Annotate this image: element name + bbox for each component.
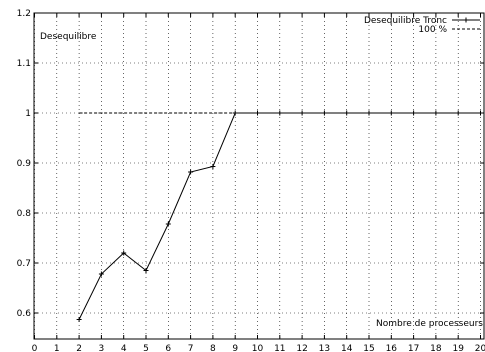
chart-annotation: Desequilibre: [40, 32, 97, 42]
legend-label: 100 %: [418, 25, 447, 35]
axis-ticks: 0 1 2 3 4 5 6 7 8 9 10 11 12 13 14 15 16 17 18 19 200.60.70.…: [17, 9, 485, 352]
x-tick-label: 18: [430, 344, 442, 352]
y-tick-label: 1: [25, 109, 31, 119]
x-tick-label: 14: [341, 344, 353, 352]
x-tick-label: 6: [165, 344, 171, 352]
y-tick-label: 0.9: [17, 159, 32, 169]
x-tick-label: 12: [296, 344, 307, 352]
y-tick-label: 0.7: [17, 259, 31, 269]
x-tick-label: 13: [319, 344, 330, 352]
data-point: [210, 164, 216, 169]
x-tick-label: 20: [475, 344, 485, 352]
x-tick-label: 2: [76, 344, 82, 352]
y-tick-label: 0.6: [17, 309, 32, 319]
x-tick-label: 10: [252, 344, 264, 352]
x-tick-label: 17: [408, 344, 419, 352]
x-tick-label: 0: [32, 344, 38, 352]
legend-label: Desequilibre Tronc: [364, 16, 447, 26]
x-tick-label: 1: [54, 344, 60, 352]
data-point: [76, 317, 82, 322]
grid: [34, 12, 484, 339]
data-point: [165, 221, 171, 227]
data-point: [143, 268, 149, 273]
x-tick-label: 19: [452, 344, 464, 352]
x-tick-label: 9: [232, 344, 238, 352]
x-tick-label: 3: [99, 344, 105, 352]
x-tick-label: 15: [363, 344, 374, 352]
data-point: [98, 271, 104, 277]
plot-frame: [33, 12, 485, 340]
data-point: [121, 250, 127, 256]
series: [76, 110, 483, 322]
y-tick-label: 1.2: [17, 9, 31, 19]
x-tick-label: 16: [386, 344, 398, 352]
x-tick-label: 8: [210, 344, 216, 352]
x-tick-label: 5: [143, 344, 149, 352]
x-tick-label: 7: [188, 344, 194, 352]
x-axis-label: Nombre de processeurs: [376, 319, 483, 329]
data-point: [188, 169, 194, 175]
x-tick-label: 4: [121, 344, 127, 352]
series-line-desequilibre-tronc: [78, 112, 481, 320]
y-tick-label: 1.1: [17, 59, 31, 69]
x-tick-label: 11: [274, 344, 285, 352]
y-tick-label: 0.8: [17, 209, 32, 219]
